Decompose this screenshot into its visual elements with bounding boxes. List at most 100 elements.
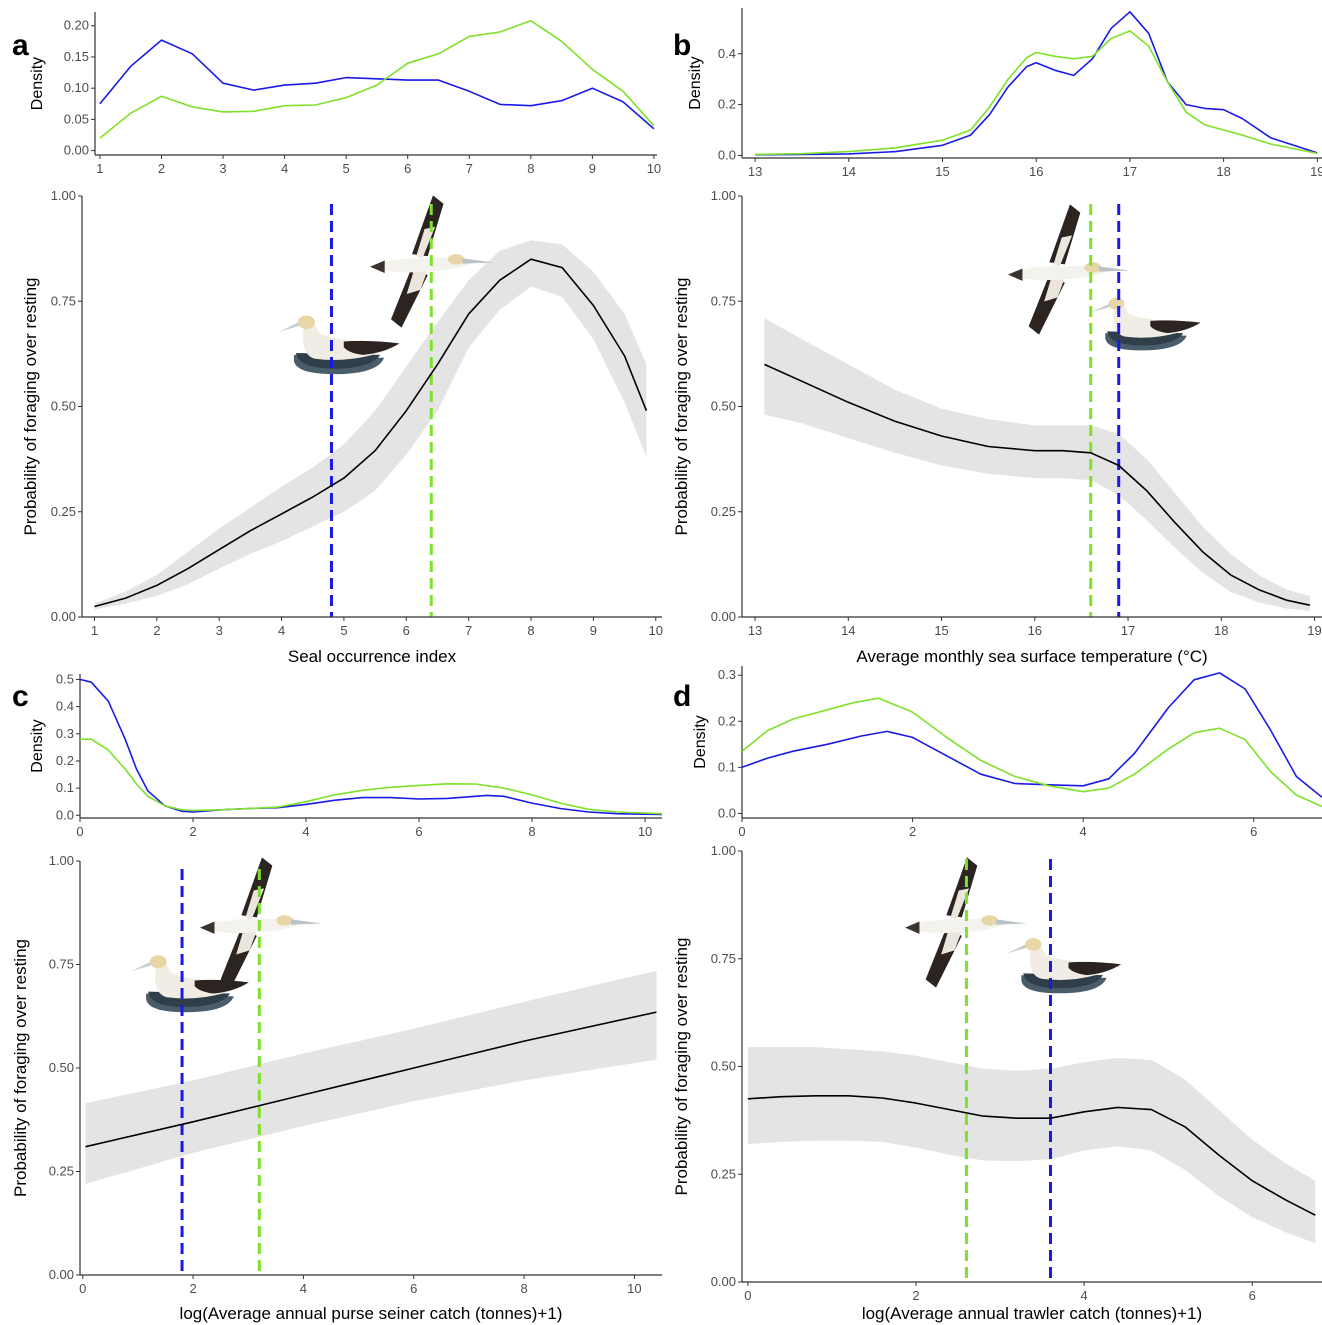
y-tick-label: 1.00	[49, 853, 74, 868]
x-tick-label: 14	[841, 623, 855, 638]
panel-d: 0.0 0.1 0.2 0.3 0 2 4 6 Density 0.00 0.25 0.50 0.75 1…	[672, 666, 1322, 1323]
density-x-tick-label: 2	[189, 824, 196, 839]
density-x-tick-label: 7	[466, 161, 473, 176]
x-axis-label: Average monthly sea surface temperature …	[856, 647, 1207, 666]
y-tick-label: 0.50	[711, 399, 736, 414]
panel-b: 0.00.20.413 14 15 16 17 18 19Density0.000.250.…	[672, 8, 1322, 666]
confidence-band	[85, 970, 657, 1184]
panel-c: 0.00.10.20.30.40.50 2 4 6 8 10Density0.000.25…	[11, 671, 663, 1323]
swimming-gannet-icon	[1006, 937, 1122, 994]
density-plot: 0.0 0.1 0.2 0.3 0 2 4 6 Density	[692, 666, 1322, 839]
density-x-tick-label: 10	[647, 161, 661, 176]
density-y-tick-label: 0.0	[718, 805, 736, 820]
x-tick-label: 7	[465, 623, 472, 638]
density-y-tick-label: 0.3	[718, 667, 736, 682]
x-tick-label: 4	[300, 1281, 307, 1296]
y-axis-label: Probability of foraging over resting	[672, 938, 691, 1196]
density-x-tick-label: 6	[1250, 824, 1257, 839]
x-axis-label: log(Average annual trawler catch (tonnes…	[862, 1304, 1202, 1323]
density-y-axis-label: Density	[29, 719, 46, 772]
density-x-tick-label: 5	[343, 161, 350, 176]
panel-letter: a	[12, 29, 29, 62]
density-x-tick-label: 19	[1310, 164, 1322, 179]
x-tick-label: 10	[649, 623, 663, 638]
density-y-tick-label: 0.4	[56, 699, 74, 714]
density-y-tick-label: 0.1	[56, 780, 74, 795]
density-y-tick-label: 0.00	[64, 143, 89, 158]
density-x-tick-label: 0	[76, 824, 83, 839]
density-series-blue	[741, 672, 1322, 798]
density-x-tick-label: 8	[527, 161, 534, 176]
x-tick-label: 10	[627, 1281, 641, 1296]
x-tick-label: 5	[340, 623, 347, 638]
y-tick-label: 0.75	[51, 293, 76, 308]
x-tick-label: 0	[744, 1288, 751, 1303]
density-series-green	[99, 19, 655, 139]
density-x-tick-label: 14	[842, 164, 856, 179]
x-tick-label: 17	[1121, 623, 1135, 638]
swimming-gannet-icon	[1091, 297, 1201, 351]
density-y-axis-label: Density	[29, 57, 46, 110]
x-tick-label: 6	[403, 623, 410, 638]
y-tick-label: 0.25	[711, 504, 736, 519]
x-tick-label: 2	[189, 1281, 196, 1296]
y-tick-label: 0.00	[711, 1274, 736, 1289]
panel-letter: d	[673, 680, 691, 713]
density-y-axis-label: Density	[692, 715, 709, 768]
panel-letter: b	[673, 29, 691, 62]
confidence-band	[747, 1047, 1316, 1244]
density-y-tick-label: 0.15	[64, 49, 89, 64]
density-y-tick-label: 0.05	[64, 111, 89, 126]
swimming-gannet-icon	[278, 315, 400, 375]
density-series-green	[80, 738, 663, 815]
density-x-tick-label: 4	[1080, 824, 1087, 839]
fitted-line	[94, 258, 648, 608]
x-tick-label: 1	[91, 623, 98, 638]
density-series-blue	[79, 678, 663, 816]
y-tick-label: 0.50	[711, 1059, 736, 1074]
y-tick-label: 0.25	[51, 504, 76, 519]
density-x-tick-label: 16	[1029, 164, 1043, 179]
x-tick-label: 18	[1214, 623, 1228, 638]
confidence-band	[764, 318, 1310, 611]
flying-gannet-icon	[200, 857, 322, 988]
x-tick-label: 2	[153, 623, 160, 638]
x-axis-label: Seal occurrence index	[288, 647, 457, 666]
density-series-green	[755, 30, 1318, 156]
density-x-tick-label: 6	[404, 161, 411, 176]
density-y-axis-label: Density	[687, 56, 704, 109]
probability-plot: 0.00 0.25 0.50 0.75 1.00 0 2 4 6 8 10 log(Average a…	[11, 853, 662, 1323]
density-y-tick-label: 0.2	[718, 713, 736, 728]
x-tick-label: 2	[912, 1288, 919, 1303]
x-tick-label: 15	[934, 623, 948, 638]
density-series-blue	[755, 11, 1318, 156]
density-y-tick-label: 0.10	[64, 80, 89, 95]
y-axis-label: Probability of foraging over resting	[21, 278, 40, 536]
density-y-tick-label: 0.4	[718, 46, 736, 61]
x-tick-label: 0	[79, 1281, 86, 1296]
x-tick-label: 4	[1080, 1288, 1087, 1303]
density-x-tick-label: 13	[748, 164, 762, 179]
y-tick-label: 0.25	[49, 1164, 74, 1179]
x-tick-label: 4	[278, 623, 285, 638]
x-tick-label: 9	[590, 623, 597, 638]
density-x-tick-label: 18	[1216, 164, 1230, 179]
density-x-tick-label: 1	[96, 161, 103, 176]
density-plot: 0.0 0.2 0.4 13 14 15 16 17 18 19 Density	[687, 8, 1322, 179]
y-tick-label: 0.75	[49, 957, 74, 972]
y-axis-label: Probability of foraging over resting	[11, 939, 30, 1197]
density-x-tick-label: 10	[638, 824, 652, 839]
density-y-tick-label: 0.5	[56, 671, 74, 686]
x-tick-label: 8	[520, 1281, 527, 1296]
density-x-tick-label: 9	[589, 161, 596, 176]
density-y-tick-label: 0.20	[64, 18, 89, 33]
density-y-tick-label: 0.1	[718, 759, 736, 774]
density-y-tick-label: 0.2	[56, 753, 74, 768]
density-x-tick-label: 17	[1123, 164, 1137, 179]
density-series-blue	[99, 39, 655, 130]
density-y-tick-label: 0.0	[56, 807, 74, 822]
density-x-tick-label: 4	[302, 824, 309, 839]
y-tick-label: 0.00	[711, 609, 736, 624]
x-tick-label: 16	[1028, 623, 1042, 638]
